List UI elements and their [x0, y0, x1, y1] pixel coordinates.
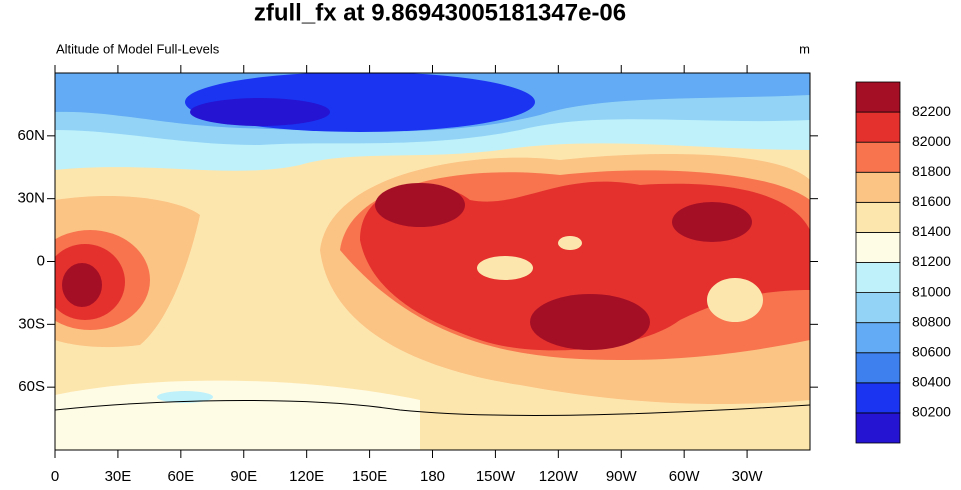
y-tick-label: 30S — [18, 315, 45, 332]
field-peak — [530, 294, 650, 350]
x-tick-label: 60E — [167, 468, 194, 485]
contour-field — [55, 73, 810, 450]
colorbar-box — [855, 171, 901, 203]
colorbar-label: 80200 — [912, 404, 951, 420]
colorbar-box — [855, 352, 901, 384]
colorbar-box — [855, 292, 901, 324]
colorbar-label: 80400 — [912, 374, 951, 390]
colorbar-label: 81800 — [912, 163, 951, 179]
field-peak — [375, 183, 465, 227]
field-africa — [62, 263, 102, 307]
x-tick-label: 30E — [105, 468, 132, 485]
field-high — [558, 236, 582, 250]
field-high — [477, 256, 533, 280]
title: zfull_fx at 9.86943005181347e-06 — [254, 0, 626, 26]
colorbar-box — [855, 141, 901, 173]
colorbar-label: 80600 — [912, 343, 951, 359]
colorbar-label: 81400 — [912, 223, 951, 239]
x-tick-label: 120W — [539, 468, 579, 485]
colorbar-box — [855, 232, 901, 263]
x-tick-label: 90W — [606, 468, 638, 485]
x-tick-label: 60W — [669, 468, 701, 485]
colorbar-box — [855, 322, 901, 354]
x-tick-label: 120E — [289, 468, 324, 485]
field-north — [190, 98, 330, 126]
y-tick-label: 30N — [17, 190, 45, 207]
colorbar-label: 80800 — [912, 313, 951, 329]
subtitle: Altitude of Model Full-Levels — [56, 41, 220, 56]
colorbar-label: 81200 — [912, 253, 951, 269]
x-tick-label: 180 — [420, 468, 445, 485]
colorbar-label: 82200 — [912, 103, 951, 119]
colorbar-box — [855, 412, 901, 444]
colorbar-box — [855, 201, 901, 233]
coastline — [55, 400, 810, 416]
field-south — [157, 391, 213, 403]
colorbar-box — [855, 382, 901, 414]
colorbar-box — [855, 81, 901, 113]
field-high — [707, 278, 763, 322]
x-tick-label: 150E — [352, 468, 387, 485]
colorbar-label: 81000 — [912, 283, 951, 299]
units: m — [799, 41, 810, 56]
y-tick-label: 0 — [37, 252, 45, 269]
field-south — [55, 380, 420, 450]
field-peak — [672, 202, 752, 242]
y-tick-label: 60N — [17, 127, 45, 144]
colorbar-box — [855, 111, 901, 143]
colorbar-label: 82000 — [912, 133, 951, 149]
x-tick-label: 30W — [732, 468, 764, 485]
x-tick-label: 0 — [51, 468, 59, 485]
colorbar-label: 81600 — [912, 193, 951, 209]
colorbar-box — [855, 262, 901, 293]
x-tick-label: 90E — [230, 468, 257, 485]
x-tick-label: 150W — [476, 468, 516, 485]
y-tick-label: 60S — [18, 378, 45, 395]
